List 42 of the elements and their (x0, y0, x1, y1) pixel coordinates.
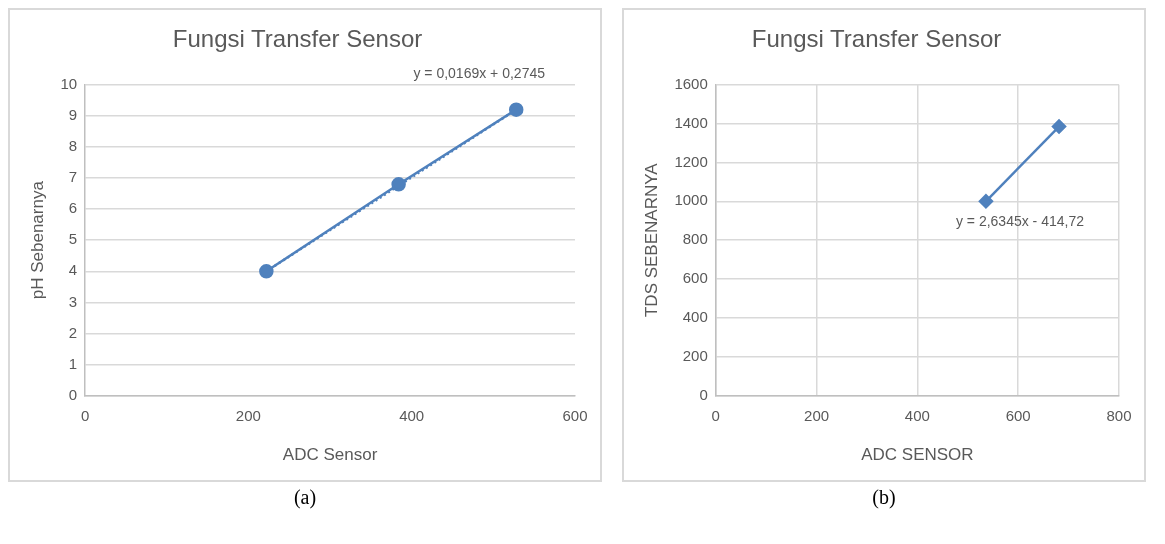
y-tick-label: 2 (68, 323, 78, 341)
point (259, 264, 274, 279)
y-tick-label: 8 (68, 137, 78, 155)
x-tick-label: 600 (1005, 406, 1031, 424)
y-tick-label: 1400 (674, 113, 708, 131)
x-tick-label: 0 (80, 406, 90, 424)
chart-title: Fungsi Transfer Sensor (172, 25, 423, 53)
x-tick-label: 600 (562, 406, 588, 424)
y-tick-label: 400 (682, 308, 708, 326)
y-tick-label: 9 (68, 106, 78, 124)
text: y = 0,0169x + 0,2745 (413, 64, 546, 81)
x-tick-label: 200 (235, 406, 261, 424)
x-tick-label: 400 (904, 406, 930, 424)
y-tick-label: 4 (68, 261, 78, 279)
y-tick-label: 1000 (674, 191, 708, 209)
y-tick-label: 0 (68, 385, 78, 403)
y-tick-label: 3 (68, 292, 78, 310)
point (391, 177, 406, 192)
point (508, 102, 524, 117)
x-tick-label: 800 (1106, 406, 1132, 424)
x-tick-label: 200 (804, 406, 830, 424)
y-tick-label: 10 (60, 74, 78, 92)
y-tick-label: 1200 (674, 152, 708, 170)
text: (b) (871, 486, 897, 509)
y-axis-title: pH Sebenarnya (27, 180, 47, 300)
y-tick-label: 1600 (674, 74, 708, 92)
y-tick-label: 5 (68, 230, 78, 248)
annotation: y = 2,6345x - 414,72 (955, 213, 1085, 230)
y-tick-label: 200 (682, 346, 708, 364)
x-tick-label: 400 (399, 406, 425, 424)
y-tick-label: 0 (699, 385, 708, 403)
y-tick-label: 1 (68, 354, 78, 372)
x-tick-label: 0 (711, 406, 720, 424)
text: (a) (292, 486, 318, 509)
chart-title: Fungsi Transfer Sensor (751, 25, 1002, 53)
y-axis-title: TDS SEBENARNYA (641, 162, 661, 318)
y-tick-label: 600 (682, 269, 708, 287)
x-axis-title: ADC Sensor (282, 445, 378, 465)
x-axis-title: ADC SENSOR (861, 445, 974, 465)
y-tick-label: 6 (68, 199, 78, 217)
y-tick-label: 7 (68, 168, 78, 186)
y-tick-label: 800 (682, 230, 708, 248)
